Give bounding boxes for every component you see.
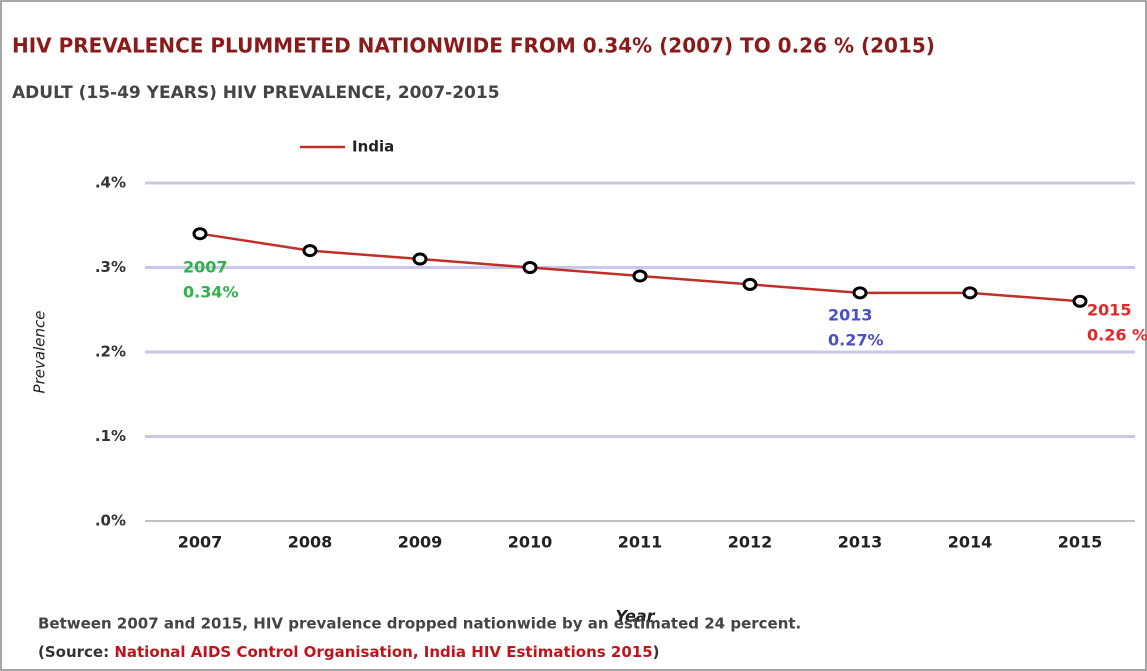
annotation: 0.34% — [183, 283, 239, 302]
source-part: National AIDS Control Organisation, Indi… — [114, 643, 652, 661]
x-tick-label: 2007 — [178, 533, 223, 552]
y-tick-label: .0% — [95, 512, 126, 530]
annotation: 2007 — [183, 258, 228, 277]
legend-label: India — [352, 138, 394, 156]
source: (Source: National AIDS Control Organisat… — [38, 643, 660, 661]
data-point — [522, 261, 538, 274]
data-point — [962, 286, 978, 300]
y-tick-label: .4% — [95, 174, 126, 192]
annotation: 0.26 % — [1087, 326, 1147, 345]
footnote: Between 2007 and 2015, HIV prevalence dr… — [38, 615, 801, 633]
x-axis-label: Year — [615, 607, 655, 626]
annotation: 2013 — [828, 306, 873, 325]
x-tick-label: 2015 — [1058, 533, 1103, 552]
data-point — [192, 227, 208, 241]
annotation: 0.27% — [828, 331, 884, 350]
y-tick-label: .3% — [95, 258, 126, 276]
x-tick-label: 2012 — [728, 533, 773, 552]
data-point — [412, 252, 428, 266]
data-point — [302, 244, 318, 258]
data-point — [852, 286, 868, 300]
chart-title: HIV PREVALENCE PLUMMETED NATIONWIDE FROM… — [12, 34, 935, 58]
chart-subtitle: ADULT (15-49 YEARS) HIV PREVALENCE, 2007… — [12, 83, 500, 103]
data-point — [1072, 294, 1088, 308]
x-tick-label: 2013 — [838, 533, 883, 552]
x-tick-label: 2011 — [618, 533, 663, 552]
x-tick-label: 2014 — [948, 533, 993, 552]
x-tick-label: 2008 — [288, 533, 333, 552]
y-tick-label: .2% — [95, 343, 126, 361]
y-tick-label: .1% — [95, 427, 126, 445]
annotation: 2015 — [1087, 301, 1132, 320]
data-point — [742, 277, 758, 291]
data-point — [632, 269, 648, 283]
source-part: (Source: — [38, 643, 114, 661]
x-tick-label: 2009 — [398, 533, 443, 552]
y-axis-label: Prevalence — [31, 311, 49, 394]
source-part: ) — [653, 643, 660, 661]
x-tick-label: 2010 — [508, 533, 553, 552]
